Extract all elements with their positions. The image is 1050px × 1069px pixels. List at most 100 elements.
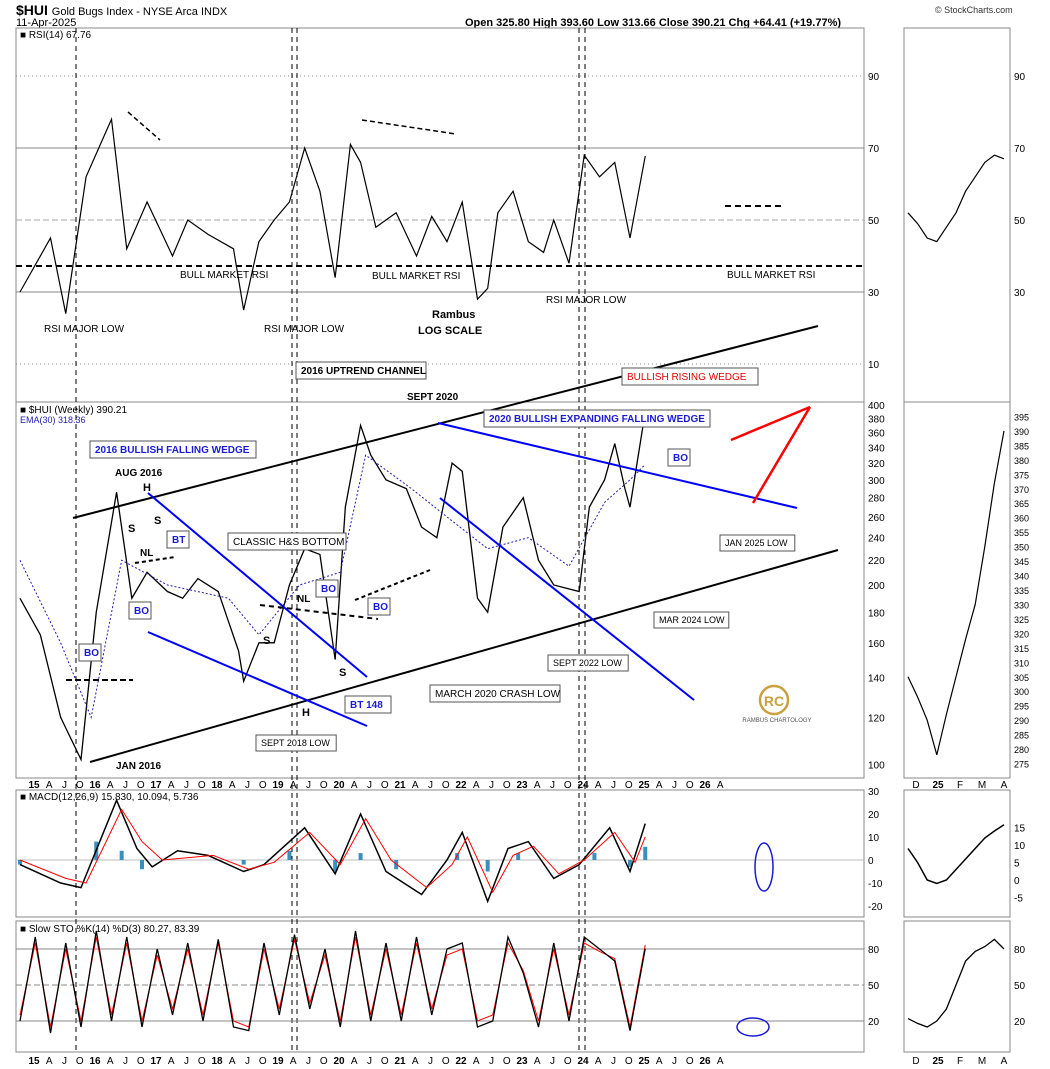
- inset-price-tick: 330: [1014, 600, 1029, 610]
- price-tick-label: 280: [868, 494, 885, 505]
- inset-x-tick: A: [1001, 1056, 1008, 1067]
- sept-2018-low-label-box: [255, 734, 337, 752]
- x-tick-label: J: [550, 1056, 555, 1067]
- x-tick-label: 17: [150, 780, 162, 791]
- x-tick-label: 21: [394, 780, 406, 791]
- classic-hs-label-box: [227, 532, 347, 551]
- inset-x-tick: M: [978, 1056, 986, 1067]
- rambus-label: Rambus: [432, 309, 475, 321]
- x-tick-label: J: [489, 780, 494, 791]
- logo-text: RAMBUS CHARTOLOGY: [742, 718, 811, 724]
- x-tick-label: A: [46, 780, 53, 791]
- x-tick-label: J: [367, 1056, 372, 1067]
- logo-letters: RC: [764, 693, 784, 709]
- x-tick-label: J: [428, 1056, 433, 1067]
- inset-price-tick: 335: [1014, 586, 1029, 596]
- x-tick-label: A: [351, 780, 358, 791]
- x-tick-label: J: [672, 780, 677, 791]
- panel-frame-iRsi: [903, 27, 1011, 403]
- x-tick-label: 17: [150, 1056, 162, 1067]
- x-tick-label: A: [473, 1056, 480, 1067]
- macd-histogram-bar: [287, 850, 292, 860]
- rising-wedge-bottom: [751, 406, 812, 504]
- x-tick-label: J: [306, 1056, 311, 1067]
- macd-tick-label: 0: [868, 856, 874, 867]
- falling-wedge-bottom: [147, 631, 368, 727]
- price-tick-label: 320: [868, 459, 885, 470]
- price-tick-label: 340: [868, 443, 885, 454]
- logo-mark: [758, 684, 790, 716]
- inset-price-tick: 310: [1014, 658, 1029, 668]
- x-tick-label: O: [259, 780, 267, 791]
- x-tick-label: O: [625, 780, 633, 791]
- macd-highlight-ellipse: [754, 842, 774, 892]
- x-tick-label: J: [611, 1056, 616, 1067]
- x-tick-label: A: [168, 780, 175, 791]
- x-tick-label: O: [503, 780, 511, 791]
- macd-title: ■ MACD(12,26,9) 15.830, 10.094, 5.736: [20, 792, 199, 803]
- x-tick-label: J: [611, 780, 616, 791]
- uptrend-channel-bottom: [89, 549, 839, 763]
- inset-rsi-tick: 30: [1014, 288, 1026, 299]
- x-tick-label: A: [290, 1056, 297, 1067]
- rsi-tick-label: 90: [868, 72, 880, 83]
- symbol: $HUI: [16, 2, 48, 18]
- macd-histogram-bar: [18, 860, 22, 865]
- panel-frame-macd: [15, 789, 865, 918]
- inset-x-tick: D: [912, 1056, 919, 1067]
- x-tick-label: A: [717, 780, 724, 791]
- x-tick-label: 26: [699, 780, 711, 791]
- x-tick-label: A: [168, 1056, 175, 1067]
- inset-macd-tick: 15: [1014, 824, 1026, 835]
- bull-market-rsi-label: BULL MARKET RSI: [180, 270, 268, 281]
- expanding-wedge-label-box: [483, 409, 711, 428]
- macd-histogram-bar: [333, 860, 338, 872]
- inset-x-tick: D: [912, 780, 919, 791]
- bo-label: BO: [84, 648, 99, 659]
- inset-price-tick: 385: [1014, 441, 1029, 451]
- bo-label: BO: [134, 606, 149, 617]
- x-tick-label: O: [76, 1056, 84, 1067]
- macd-line: [19, 798, 646, 904]
- expanding-wedge-top: [437, 422, 798, 509]
- panel-frame-iPrice: [903, 401, 1011, 779]
- price-tick-label: 120: [868, 713, 885, 724]
- macd-histogram-bar: [140, 860, 144, 870]
- inset-rsi-tick: 90: [1014, 72, 1026, 83]
- chart-date: 11-Apr-2025: [16, 17, 77, 29]
- x-tick-label: A: [229, 780, 236, 791]
- rsi-trendline-2016: [127, 111, 161, 141]
- x-tick-label: A: [351, 1056, 358, 1067]
- inset-price-tick: 315: [1014, 644, 1029, 654]
- jan-2025-low-label-box: [719, 534, 796, 552]
- x-tick-label: A: [656, 780, 663, 791]
- sept-2020-label: SEPT 2020: [407, 392, 459, 403]
- sto-highlight-ellipse: [736, 1017, 770, 1037]
- inset-price-tick: 285: [1014, 731, 1029, 741]
- rsi-tick-label: 10: [868, 360, 880, 371]
- inset-price-tick: 380: [1014, 456, 1029, 466]
- price-tick-label: 240: [868, 534, 885, 545]
- macd-tick-label: -10: [868, 879, 883, 890]
- falling-wedge-label: 2016 BULLISH FALLING WEDGE: [95, 445, 250, 456]
- inset-macd-line: [907, 824, 1005, 885]
- bt148-label-box: [344, 695, 392, 714]
- inset-price-tick: 365: [1014, 499, 1029, 509]
- rsi-title: ■ RSI(14) 67.76: [20, 30, 92, 41]
- inset-x-tick: 25: [932, 1056, 944, 1067]
- inset-price-tick: 300: [1014, 687, 1029, 697]
- price-title: ■ $HUI (Weekly) 390.21: [20, 405, 127, 416]
- x-tick-label: J: [550, 780, 555, 791]
- x-tick-label: A: [717, 1056, 724, 1067]
- inset-price-line: [907, 430, 1005, 756]
- x-tick-label: 19: [272, 1056, 284, 1067]
- x-tick-label: 15: [28, 780, 40, 791]
- x-tick-label: J: [184, 1056, 189, 1067]
- mar-2024-low-label-box: [653, 611, 730, 629]
- x-tick-label: 26: [699, 1056, 711, 1067]
- x-tick-label: A: [534, 1056, 541, 1067]
- rsi-tick-label: 30: [868, 288, 880, 299]
- x-tick-label: J: [62, 1056, 67, 1067]
- x-tick-label: O: [320, 780, 328, 791]
- inset-price-tick: 280: [1014, 745, 1029, 755]
